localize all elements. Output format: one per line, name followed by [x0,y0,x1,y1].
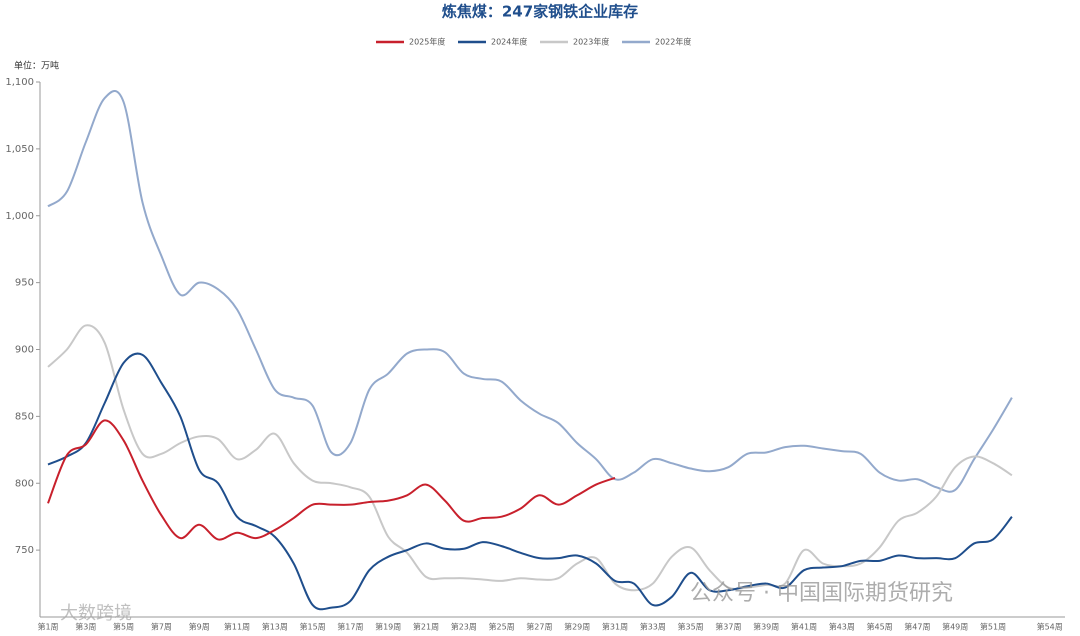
x-tick-label: 第54周 [1037,622,1063,632]
x-tick-label: 第21周 [413,622,439,632]
x-tick-label: 第1周 [37,622,58,632]
x-tick-label: 第11周 [224,622,250,632]
watermark: 公众号 · 中国国际期货研究 [690,581,953,606]
x-tick-label: 第39周 [753,622,779,632]
y-tick-label: 1,000 [5,211,34,222]
x-tick-label: 第33周 [640,622,666,632]
y-tick-label: 1,050 [5,144,34,155]
legend-label: 2022年度 [655,37,691,47]
x-tick-label: 第43周 [829,622,855,632]
unit-label: 单位：万吨 [14,60,59,72]
x-tick-label: 第15周 [300,622,326,632]
y-tick-label: 1,100 [5,77,34,88]
x-tick-label: 第31周 [602,622,628,632]
x-tick-label: 第49周 [942,622,968,632]
series-line [47,419,616,541]
x-tick-label: 第9周 [189,622,210,632]
y-tick-label: 850 [15,411,34,422]
x-tick-label: 第25周 [489,622,515,632]
series-line [47,90,1013,493]
x-tick-label: 第37周 [715,622,741,632]
y-tick-label: 950 [15,278,34,289]
y-tick-label: 800 [15,478,34,489]
x-tick-label: 第27周 [526,622,552,632]
x-tick-label: 第3周 [75,622,96,632]
x-tick-label: 第41周 [791,622,817,632]
x-tick-label: 第23周 [451,622,477,632]
x-tick-label: 第29周 [564,622,590,632]
y-tick-label: 900 [15,345,34,356]
watermark: 大数跨境 [60,603,132,624]
series-line [47,352,1013,611]
x-tick-label: 第35周 [678,622,704,632]
plot: 750 800 850 900 950 1,000 1,050 1,100 第1周 第3周 第5周 第… [5,37,1062,632]
x-tick-label: 第51周 [980,622,1006,632]
y-tick-label: 750 [15,545,34,556]
x-tick-label: 第45周 [867,622,893,632]
series-line [47,324,1013,592]
legend-label: 2024年度 [491,37,527,47]
x-tick-label: 第13周 [262,622,288,632]
legend-label: 2023年度 [573,37,609,47]
x-tick-label: 第17周 [337,622,363,632]
x-tick-label: 第7周 [151,622,172,632]
x-tick-label: 第19周 [375,622,401,632]
chart-title: 炼焦煤：247家钢铁企业库存 [442,3,638,21]
x-tick-label: 第47周 [904,622,930,632]
x-tick-label: 第5周 [113,622,134,632]
legend-label: 2025年度 [409,37,445,47]
